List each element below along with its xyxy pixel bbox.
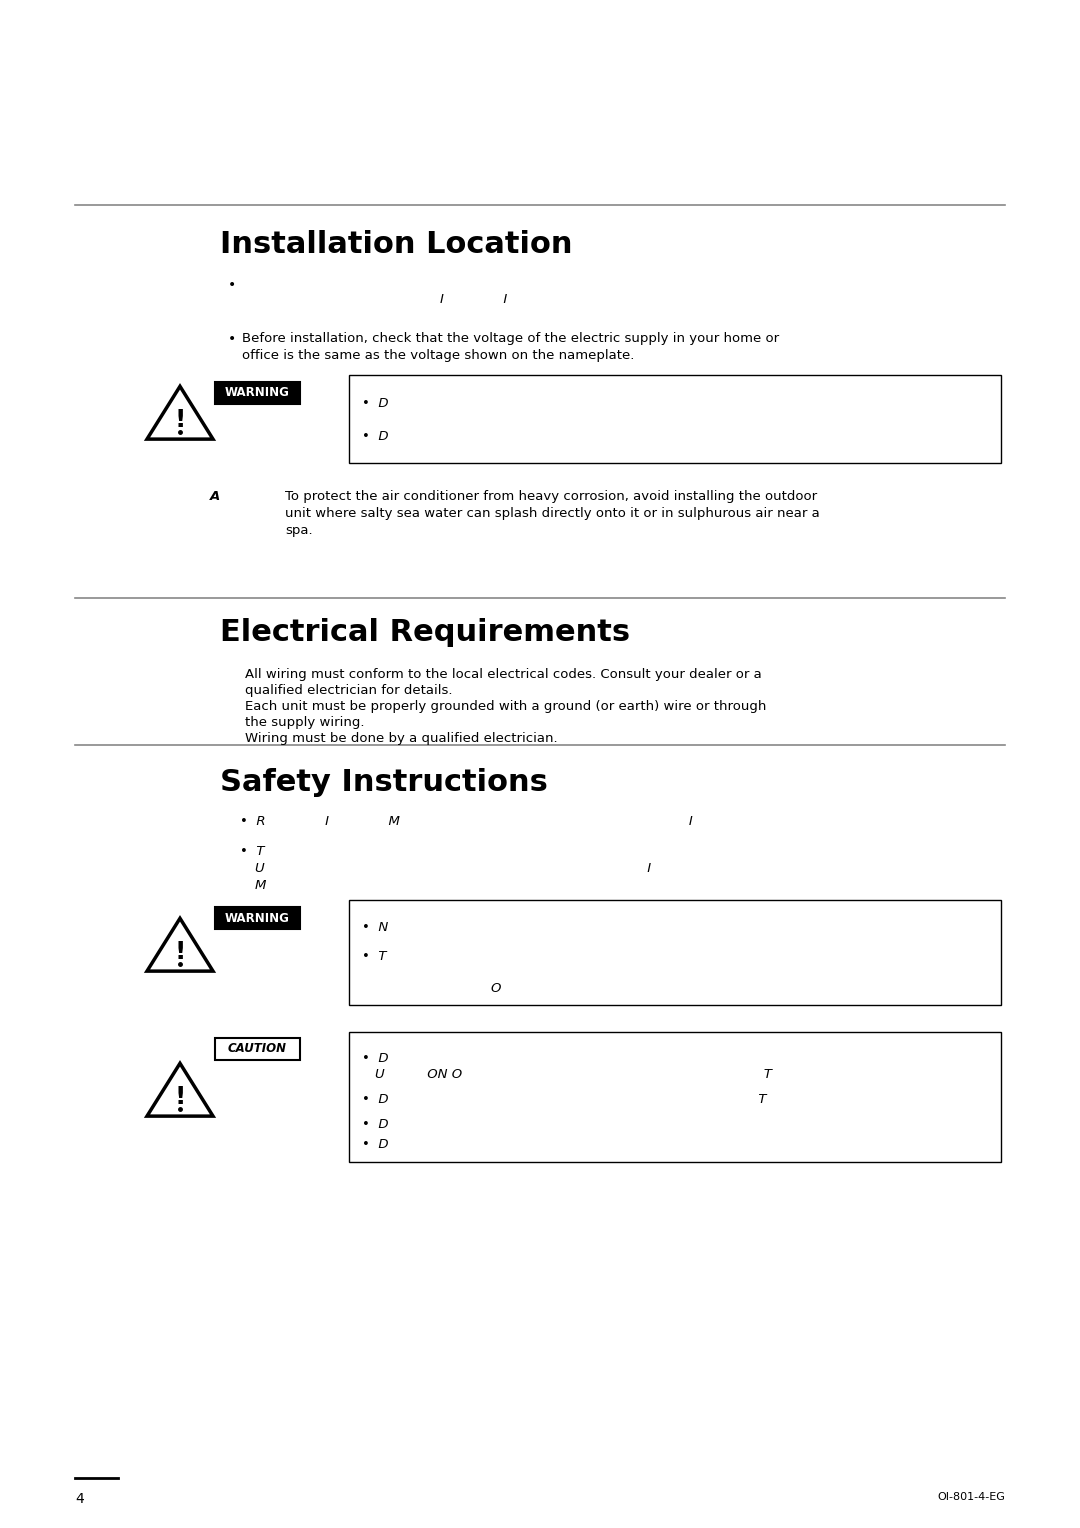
FancyBboxPatch shape [215, 1038, 300, 1060]
Text: WARNING: WARNING [225, 912, 289, 924]
Text: A: A [210, 490, 220, 503]
Text: Each unit must be properly grounded with a ground (or earth) wire or through: Each unit must be properly grounded with… [245, 700, 767, 714]
Text: All wiring must conform to the local electrical codes. Consult your dealer or a: All wiring must conform to the local ele… [245, 668, 761, 681]
Text: •: • [228, 278, 237, 292]
FancyBboxPatch shape [349, 374, 1001, 463]
FancyBboxPatch shape [349, 900, 1001, 1005]
Text: Electrical Requirements: Electrical Requirements [220, 617, 630, 646]
Text: •  D: • D [362, 1051, 389, 1065]
Text: •  R              I              M                                              : • R I M [240, 814, 692, 828]
FancyBboxPatch shape [215, 382, 300, 403]
Text: To protect the air conditioner from heavy corrosion, avoid installing the outdoo: To protect the air conditioner from heav… [285, 490, 818, 503]
Text: !: ! [174, 1085, 186, 1109]
Text: •  D                                                                            : • D [362, 1093, 767, 1106]
Text: •: • [228, 332, 237, 345]
Text: •  D: • D [362, 397, 389, 410]
Text: •  T: • T [362, 950, 387, 963]
FancyBboxPatch shape [349, 1031, 1001, 1161]
Text: •  T: • T [240, 845, 265, 859]
Text: qualified electrician for details.: qualified electrician for details. [245, 685, 453, 697]
Text: •  D: • D [362, 1118, 389, 1131]
Text: spa.: spa. [285, 524, 312, 536]
Text: I              I: I I [440, 293, 508, 306]
Text: !: ! [174, 408, 186, 432]
Text: Before installation, check that the voltage of the electric supply in your home : Before installation, check that the volt… [242, 332, 779, 345]
Text: the supply wiring.: the supply wiring. [245, 717, 365, 729]
Text: WARNING: WARNING [225, 387, 289, 399]
Text: office is the same as the voltage shown on the nameplate.: office is the same as the voltage shown … [242, 348, 634, 362]
Text: CAUTION: CAUTION [228, 1042, 287, 1056]
Text: !: ! [174, 940, 186, 964]
Text: U                                                                               : U [255, 862, 651, 876]
Text: M: M [255, 879, 267, 892]
Text: OI-801-4-EG: OI-801-4-EG [937, 1491, 1005, 1502]
Text: O: O [490, 983, 500, 995]
Text: 4: 4 [75, 1491, 84, 1507]
Text: unit where salty sea water can splash directly onto it or in sulphurous air near: unit where salty sea water can splash di… [285, 507, 820, 520]
Text: Safety Instructions: Safety Instructions [220, 769, 548, 798]
Text: Wiring must be done by a qualified electrician.: Wiring must be done by a qualified elect… [245, 732, 557, 746]
Text: •  D: • D [362, 429, 389, 443]
Text: •  D: • D [362, 1138, 389, 1151]
Text: U          ON O                                                                 : U ON O [375, 1068, 772, 1080]
Text: •  N: • N [362, 921, 388, 934]
FancyBboxPatch shape [215, 908, 300, 929]
Text: Installation Location: Installation Location [220, 231, 572, 260]
